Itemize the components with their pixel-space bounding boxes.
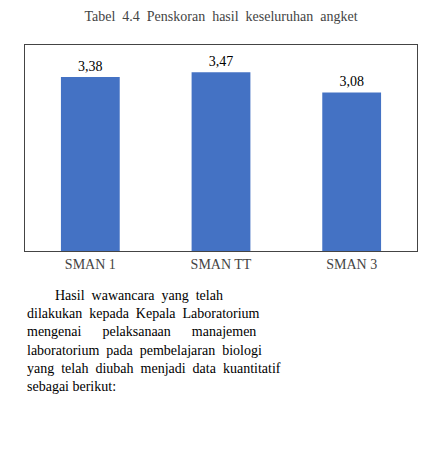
- svg-text:3,38: 3,38: [78, 59, 103, 74]
- svg-text:SMAN TT: SMAN TT: [191, 257, 252, 272]
- svg-text:3,08: 3,08: [339, 74, 364, 89]
- svg-text:Hasil wawancara yang telahd: Hasil wawancara yang telahdilakukan kepa…: [27, 288, 281, 394]
- svg-text:SMAN 3: SMAN 3: [326, 257, 377, 272]
- svg-text:SMAN 1: SMAN 1: [65, 257, 116, 272]
- svg-text:Tabel 4.4 Penskoran hasil: Tabel 4.4 Penskoran hasil keseluruhan an…: [84, 9, 357, 24]
- svg-text:3,47: 3,47: [209, 54, 234, 69]
